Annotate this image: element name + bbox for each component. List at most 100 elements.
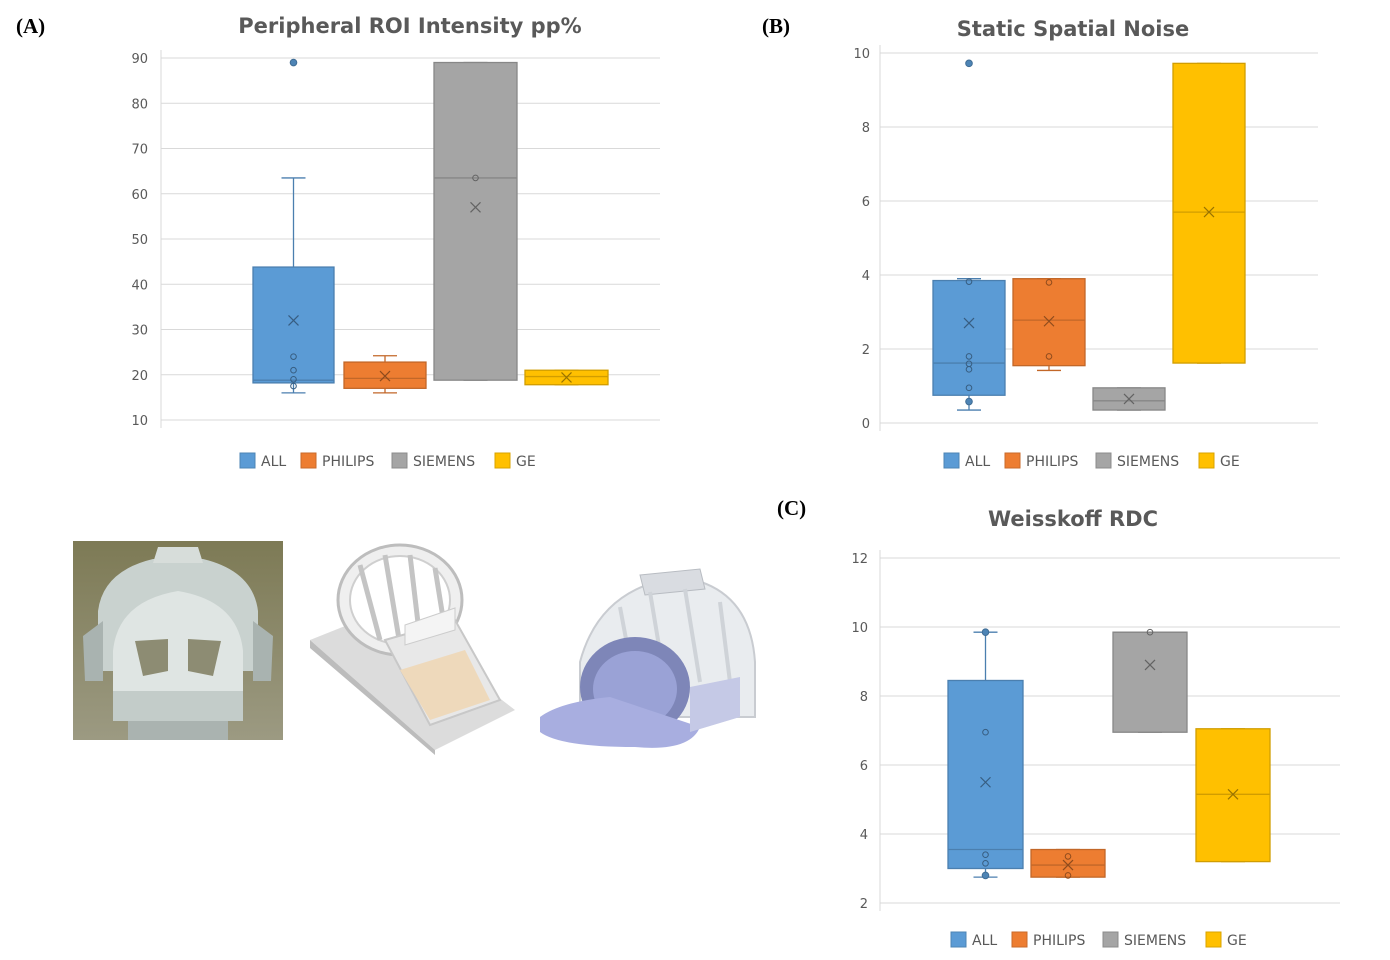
legend-label: PHILIPS <box>1026 454 1078 470</box>
y-tick-label: 80 <box>131 97 148 112</box>
outlier-point <box>965 397 973 406</box>
inner-point <box>965 360 973 368</box>
legend-label: PHILIPS <box>1033 933 1085 949</box>
chart-2: Static Spatial Noise 0 2 4 6 8 10 ALL PHILIPS SIE… <box>853 17 1318 470</box>
legend-item-all: ALL <box>943 452 990 470</box>
legend-item-ge: GE <box>494 452 536 470</box>
y-tick-label: 4 <box>860 828 868 843</box>
box-siemens <box>1092 387 1166 411</box>
inner-point <box>965 353 973 360</box>
legend-item-all: ALL <box>950 931 997 949</box>
inner-point <box>965 384 973 392</box>
legend-label: SIEMENS <box>1117 454 1179 470</box>
legend-label: GE <box>1227 933 1247 949</box>
box-ge <box>1172 62 1246 364</box>
philips-head-coil-render <box>540 567 760 762</box>
legend-swatch <box>239 452 256 469</box>
legend-label: ALL <box>261 454 286 470</box>
inner-point <box>982 851 989 859</box>
y-tick-label: 6 <box>860 759 868 774</box>
y-tick-label: 2 <box>862 343 870 358</box>
box-iqr <box>947 679 1024 870</box>
inner-point <box>965 278 973 285</box>
legend-label: ALL <box>965 454 990 470</box>
legend-label: SIEMENS <box>413 454 475 470</box>
mean-marker <box>379 370 391 382</box>
legend-swatch <box>391 452 408 469</box>
mean-marker <box>470 201 481 213</box>
legend-swatch <box>1095 452 1112 469</box>
legend: ALL PHILIPS SIEMENS GE <box>239 452 536 470</box>
mean-marker <box>963 317 975 329</box>
y-tick-label: 10 <box>853 47 870 62</box>
y-tick-label: 40 <box>131 278 148 293</box>
head-coil-icon <box>73 541 283 740</box>
chart-1: Peripheral ROI Intensity pp% 10 20 30 40 50 60… <box>131 14 660 470</box>
inner-point <box>1064 872 1072 879</box>
mean-marker <box>1144 659 1156 671</box>
siemens-head-coil-photo <box>73 541 283 740</box>
inner-point <box>1045 279 1053 286</box>
legend-item-siemens: SIEMENS <box>1095 452 1179 470</box>
inner-point <box>982 728 989 736</box>
y-tick-label: 70 <box>131 143 148 158</box>
y-tick-label: 90 <box>131 52 148 67</box>
panel-letter-a: (A) <box>16 14 46 38</box>
inner-point <box>1146 628 1154 636</box>
panel-letter-c: (C) <box>777 496 807 520</box>
mean-marker <box>288 315 299 326</box>
y-tick-label: 12 <box>851 552 868 567</box>
box-all <box>932 59 1006 411</box>
box-all <box>252 58 335 394</box>
inner-point <box>472 174 479 182</box>
outlier-point <box>981 871 990 880</box>
legend-item-ge: GE <box>1205 931 1247 949</box>
legend-swatch <box>1011 931 1028 948</box>
chart-3: Weisskoff RDC 2 4 6 8 10 12 ALL PHILIPS SIEMENS GE <box>851 507 1340 949</box>
birdcage-coil-render <box>305 540 520 755</box>
legend-item-siemens: SIEMENS <box>1102 931 1186 949</box>
outlier-point <box>289 58 298 67</box>
box-philips <box>1012 278 1086 372</box>
box-ge <box>1195 728 1271 863</box>
y-tick-label: 20 <box>131 369 148 384</box>
legend-item-philips: PHILIPS <box>1011 931 1085 949</box>
box-philips <box>343 355 427 394</box>
box-all <box>947 628 1024 880</box>
y-tick-label: 0 <box>862 417 870 432</box>
box-siemens <box>433 61 518 381</box>
inner-point <box>290 366 297 374</box>
inner-point <box>290 382 297 390</box>
legend-swatch <box>1198 452 1215 469</box>
box-iqr <box>1112 631 1188 733</box>
legend-item-philips: PHILIPS <box>300 452 374 470</box>
box-ge <box>524 369 609 386</box>
mean-marker <box>1043 315 1055 327</box>
box-iqr <box>1195 728 1271 863</box>
box-iqr <box>1172 62 1246 364</box>
box-iqr <box>932 279 1006 396</box>
y-tick-label: 30 <box>131 324 148 339</box>
inner-point <box>290 375 297 383</box>
panel-letter-b: (B) <box>762 14 790 38</box>
legend-label: PHILIPS <box>322 454 374 470</box>
box-iqr <box>343 361 427 389</box>
mean-marker <box>1062 859 1074 871</box>
legend-item-all: ALL <box>239 452 286 470</box>
y-tick-label: 50 <box>131 233 148 248</box>
y-tick-label: 2 <box>860 897 868 912</box>
inner-point <box>1064 853 1072 860</box>
mean-marker <box>1203 206 1215 218</box>
legend-swatch <box>1205 931 1222 948</box>
mean-marker <box>561 372 572 383</box>
legend-swatch <box>943 452 960 469</box>
legend-swatch <box>1004 452 1021 469</box>
box-iqr <box>252 266 335 384</box>
legend: ALL PHILIPS SIEMENS GE <box>943 452 1240 470</box>
birdcage-coil-icon <box>310 543 515 755</box>
box-iqr <box>1012 278 1086 367</box>
mean-marker <box>1227 788 1239 800</box>
chart-title: Weisskoff RDC <box>988 507 1158 531</box>
outlier-point <box>965 59 973 68</box>
